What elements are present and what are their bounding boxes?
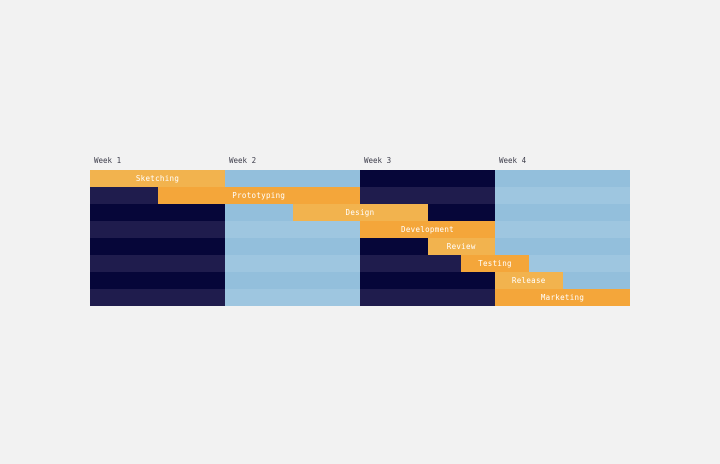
task-bar-sketching[interactable]: Sketching xyxy=(90,170,225,187)
grid-cell-week2-row6 xyxy=(225,255,360,272)
grid-cell-week2-row5 xyxy=(225,238,360,255)
week-label-3: Week 3 xyxy=(364,156,392,165)
task-label: Testing xyxy=(478,259,512,268)
grid-cell-week4-row3 xyxy=(495,204,630,221)
task-label: Marketing xyxy=(540,293,585,302)
grid-cell-week1-row5 xyxy=(90,238,225,255)
week-label-4: Week 4 xyxy=(499,156,527,165)
task-label: Design xyxy=(345,208,375,217)
task-label: Development xyxy=(401,225,454,234)
grid-cell-week4-row6 xyxy=(495,255,630,272)
task-bar-development[interactable]: Development xyxy=(360,221,495,238)
task-label: Prototyping xyxy=(232,191,286,200)
grid-cell-week1-row8 xyxy=(90,289,225,306)
task-bar-marketing[interactable]: Marketing xyxy=(495,289,630,306)
grid-cell-week1-row3 xyxy=(90,204,225,221)
task-bar-testing[interactable]: Testing xyxy=(461,255,529,272)
gantt-chart: Week 1 Week 2 Week 3 Week 4 Sketching Pro… xyxy=(90,153,630,306)
grid-cell-week2-row4 xyxy=(225,221,360,238)
task-label: Sketching xyxy=(135,174,180,183)
grid-cell-week3-row2 xyxy=(360,187,495,204)
task-label: Review xyxy=(446,242,476,251)
task-bar-release[interactable]: Release xyxy=(495,272,563,289)
grid-cell-week1-row6 xyxy=(90,255,225,272)
grid-cell-week3-row1 xyxy=(360,170,495,187)
grid-cell-week3-row7 xyxy=(360,272,495,289)
task-bar-prototyping[interactable]: Prototyping xyxy=(157,187,360,204)
grid-cell-week3-row8 xyxy=(360,289,495,306)
grid-cell-week4-row4 xyxy=(495,221,630,238)
task-label: Release xyxy=(511,276,546,285)
grid-cell-week4-row5 xyxy=(495,238,630,255)
grid-cell-week1-row7 xyxy=(90,272,225,289)
week-label-1: Week 1 xyxy=(94,156,122,165)
grid-cell-week4-row2 xyxy=(495,187,630,204)
grid-cell-week2-row7 xyxy=(225,272,360,289)
grid-cell-week4-row1 xyxy=(495,170,630,187)
grid-cell-week2-row8 xyxy=(225,289,360,306)
timeline-grid: Sketching Prototyping Design Development Rev… xyxy=(90,170,630,306)
grid-cell-week2-row1 xyxy=(225,170,360,187)
week-label-2: Week 2 xyxy=(229,156,257,165)
grid-cell-week1-row4 xyxy=(90,221,225,238)
task-bar-design[interactable]: Design xyxy=(292,204,428,221)
week-header: Week 1 Week 2 Week 3 Week 4 xyxy=(90,153,630,169)
task-bar-review[interactable]: Review xyxy=(427,238,495,255)
